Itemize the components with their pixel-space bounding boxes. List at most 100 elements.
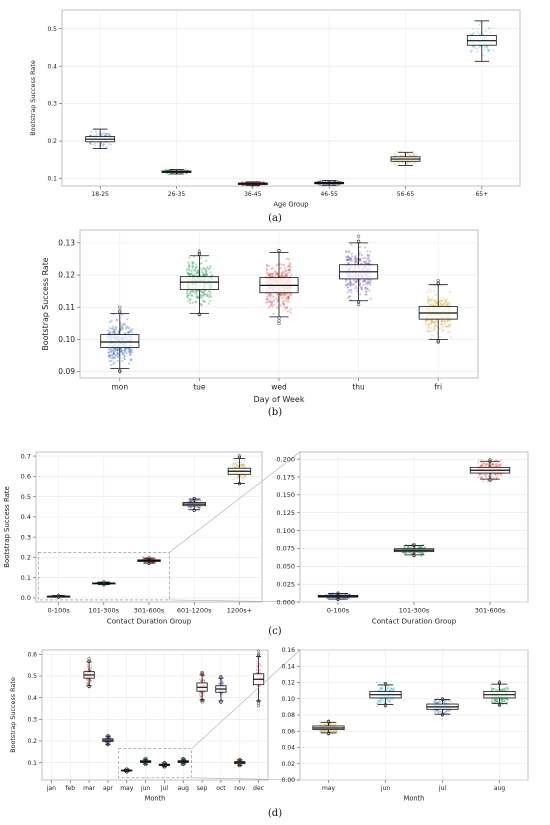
data-point xyxy=(190,290,193,293)
data-point xyxy=(92,143,95,146)
y-tick-label: 0.3 xyxy=(27,716,37,723)
data-point xyxy=(112,352,115,355)
data-point xyxy=(115,355,118,358)
data-point xyxy=(121,353,124,356)
data-point xyxy=(207,296,211,299)
data-point xyxy=(267,306,270,309)
data-point xyxy=(345,283,348,286)
data-point xyxy=(120,349,123,352)
data-point xyxy=(282,299,285,303)
data-point xyxy=(194,267,197,270)
data-point xyxy=(115,348,118,351)
data-point xyxy=(368,259,372,262)
data-point xyxy=(440,320,443,323)
data-point xyxy=(443,303,446,306)
data-point xyxy=(364,261,367,265)
data-point xyxy=(103,143,105,146)
data-point xyxy=(349,289,352,292)
data-point xyxy=(284,308,287,311)
data-point xyxy=(209,265,212,268)
data-point xyxy=(269,304,272,307)
data-point xyxy=(242,463,245,466)
data-point xyxy=(102,145,105,148)
data-point xyxy=(195,270,199,274)
data-point xyxy=(245,476,247,479)
data-point xyxy=(112,362,115,366)
x-tick-label: 18-25 xyxy=(91,191,109,198)
data-point xyxy=(195,290,198,293)
data-point xyxy=(188,256,191,259)
data-point xyxy=(414,154,417,157)
data-point xyxy=(205,273,209,277)
data-point xyxy=(366,262,369,265)
data-point xyxy=(379,701,382,703)
data-point xyxy=(319,180,321,182)
data-point xyxy=(427,297,430,300)
data-point xyxy=(354,257,357,260)
data-point xyxy=(111,357,114,360)
data-point xyxy=(239,461,242,464)
data-point xyxy=(408,161,411,164)
data-point xyxy=(197,272,200,275)
plots: 0.10.20.30.40.518-25 26-35 36-45 46-55 56-65… xyxy=(3,9,529,803)
data-point xyxy=(103,131,105,134)
data-point xyxy=(479,21,482,24)
box-26-35 xyxy=(161,168,192,176)
data-point xyxy=(130,349,133,353)
data-point xyxy=(190,294,193,297)
y-tick-label: 0.2 xyxy=(27,738,37,745)
data-point xyxy=(112,356,116,359)
data-point xyxy=(350,259,354,262)
data-point xyxy=(349,284,352,287)
data-point xyxy=(110,359,113,363)
data-point xyxy=(440,326,443,329)
data-point xyxy=(110,354,113,357)
data-point xyxy=(202,271,205,274)
data-point xyxy=(207,268,210,271)
data-point xyxy=(187,299,190,303)
data-point xyxy=(255,693,258,696)
data-point xyxy=(386,687,389,690)
data-point xyxy=(109,354,112,358)
x-tick-label: 301-600s xyxy=(475,607,506,615)
data-point xyxy=(413,162,415,165)
data-point xyxy=(488,27,491,30)
data-point xyxy=(368,262,371,265)
data-point xyxy=(347,251,350,254)
data-point xyxy=(108,354,111,358)
data-point xyxy=(500,459,502,462)
box-apr xyxy=(102,734,114,747)
data-point xyxy=(126,326,129,329)
data-point xyxy=(233,477,236,480)
data-point xyxy=(349,281,352,285)
data-point xyxy=(319,180,322,183)
data-point xyxy=(416,154,418,156)
data-point xyxy=(406,162,409,164)
data-point xyxy=(89,134,91,137)
data-point xyxy=(369,283,372,286)
data-point xyxy=(266,295,269,298)
data-point xyxy=(113,361,116,364)
data-point xyxy=(428,329,431,332)
data-point xyxy=(206,293,209,296)
data-point xyxy=(348,258,351,261)
x-tick-label: thu xyxy=(352,383,365,392)
data-point xyxy=(188,268,191,271)
data-point xyxy=(105,132,108,135)
data-point xyxy=(347,258,350,262)
x-tick-label: may xyxy=(322,785,336,792)
data-point xyxy=(117,348,120,351)
data-point xyxy=(283,293,286,296)
data-point xyxy=(287,295,290,298)
data-point xyxy=(445,325,448,328)
data-point xyxy=(167,173,170,176)
data-point xyxy=(192,261,195,264)
data-point xyxy=(119,329,122,332)
data-point xyxy=(120,350,124,353)
data-point xyxy=(201,299,204,302)
box-fri xyxy=(418,279,458,345)
data-point xyxy=(194,272,197,276)
y-tick-label: 0.1 xyxy=(21,574,31,582)
y-tick-label: 0.5 xyxy=(21,493,31,501)
data-point xyxy=(368,254,371,257)
